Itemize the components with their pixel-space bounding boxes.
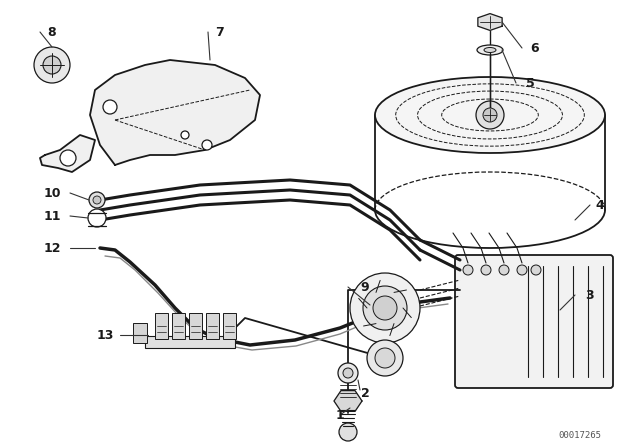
Text: 5: 5: [525, 77, 534, 90]
Circle shape: [34, 47, 70, 83]
Text: 6: 6: [531, 42, 540, 55]
Circle shape: [350, 273, 420, 343]
Bar: [155, 313, 168, 339]
Bar: [172, 313, 185, 339]
Ellipse shape: [484, 47, 496, 52]
Text: 13: 13: [96, 328, 114, 341]
Circle shape: [363, 286, 407, 330]
FancyBboxPatch shape: [455, 255, 613, 388]
Text: 11: 11: [44, 210, 61, 223]
Circle shape: [93, 196, 101, 204]
Circle shape: [531, 265, 541, 275]
Circle shape: [373, 296, 397, 320]
Circle shape: [343, 368, 353, 378]
Circle shape: [60, 150, 76, 166]
Bar: [133, 323, 147, 343]
Circle shape: [89, 192, 105, 208]
Text: 1: 1: [335, 409, 344, 422]
Text: 4: 4: [596, 198, 604, 211]
Text: 3: 3: [586, 289, 595, 302]
Circle shape: [88, 209, 106, 227]
Polygon shape: [40, 135, 95, 172]
Circle shape: [499, 265, 509, 275]
Bar: [206, 313, 219, 339]
Circle shape: [483, 108, 497, 122]
Circle shape: [338, 363, 358, 383]
Circle shape: [339, 423, 357, 441]
Circle shape: [367, 340, 403, 376]
Polygon shape: [90, 60, 260, 165]
Bar: [223, 313, 236, 339]
Ellipse shape: [375, 77, 605, 153]
Circle shape: [43, 56, 61, 74]
Circle shape: [103, 100, 117, 114]
Bar: [145, 336, 235, 348]
Ellipse shape: [477, 45, 503, 55]
Text: 10: 10: [44, 186, 61, 199]
Circle shape: [375, 348, 395, 368]
Text: 00017265: 00017265: [559, 431, 602, 439]
Circle shape: [481, 265, 491, 275]
Circle shape: [463, 265, 473, 275]
Polygon shape: [334, 391, 362, 411]
Circle shape: [476, 101, 504, 129]
Text: 7: 7: [216, 26, 225, 39]
Text: 8: 8: [48, 26, 56, 39]
Text: 9: 9: [361, 280, 369, 293]
Circle shape: [202, 140, 212, 150]
Text: 12: 12: [44, 241, 61, 254]
Bar: [189, 313, 202, 339]
Circle shape: [181, 131, 189, 139]
Polygon shape: [478, 13, 502, 30]
Text: 2: 2: [360, 387, 369, 400]
Circle shape: [517, 265, 527, 275]
